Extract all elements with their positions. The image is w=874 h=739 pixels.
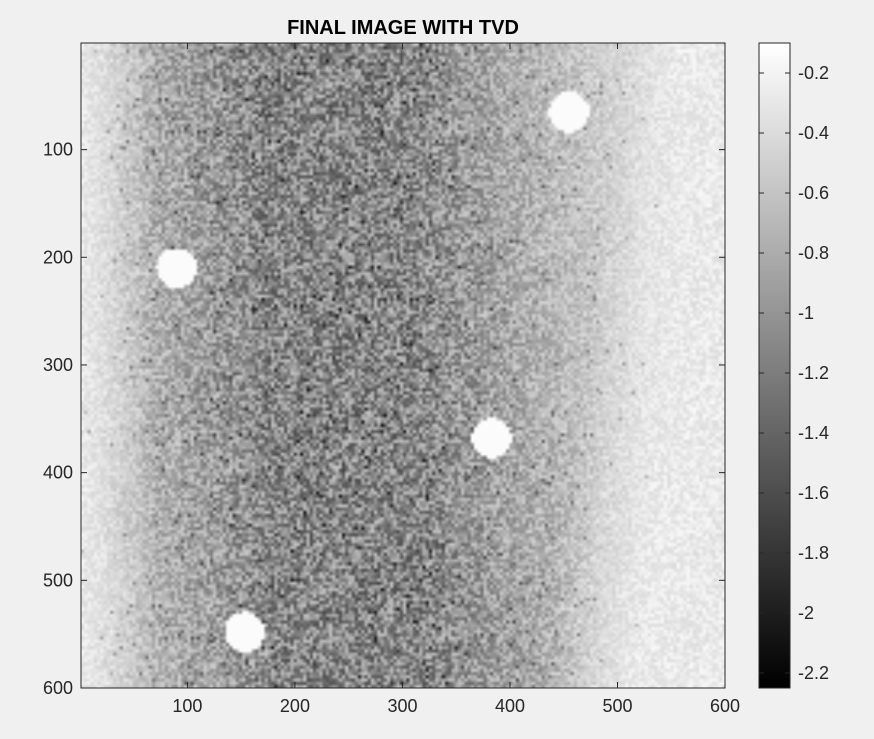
colorbar bbox=[758, 42, 791, 689]
colorbar-tick-label: -1.6 bbox=[798, 483, 829, 503]
colorbar-tick-label: -1 bbox=[798, 303, 814, 323]
tvd-image-raster bbox=[81, 43, 725, 688]
x-tick-label: 100 bbox=[172, 696, 202, 716]
colorbar-tick-label: -1.8 bbox=[798, 543, 829, 563]
tvd-image bbox=[81, 43, 725, 688]
plot-frame bbox=[80, 42, 726, 689]
colorbar-tick-label: -1.4 bbox=[798, 423, 829, 443]
x-tick-label: 300 bbox=[387, 696, 417, 716]
colorbar-tick-label: -2.2 bbox=[798, 663, 829, 683]
colorbar-tick-label: -2 bbox=[798, 603, 814, 623]
x-axis: 100 200 300 400 500 600 bbox=[172, 43, 740, 716]
y-tick-label: 100 bbox=[43, 140, 73, 160]
y-tick-label: 200 bbox=[43, 247, 73, 267]
y-tick-label: 400 bbox=[43, 463, 73, 483]
x-tick-label: 400 bbox=[495, 696, 525, 716]
y-axis: 100 200 300 400 500 600 bbox=[43, 140, 725, 698]
y-tick-label: 600 bbox=[43, 678, 73, 698]
colorbar-tick-label: -0.8 bbox=[798, 243, 829, 263]
x-tick-label: 600 bbox=[710, 696, 740, 716]
colorbar-tick-label: -0.4 bbox=[798, 123, 829, 143]
y-tick-label: 500 bbox=[43, 570, 73, 590]
colorbar-tick-label: -0.6 bbox=[798, 183, 829, 203]
chart-title: FINAL IMAGE WITH TVD bbox=[287, 17, 519, 39]
colorbar-tick-label: -1.2 bbox=[798, 363, 829, 383]
colorbar-axis: -0.2 -0.4 -0.6 -0.8 -1 -1.2 -1.4 -1.6 -1.8 -2 -2.2 bbox=[759, 63, 829, 683]
colorbar-tick-label: -0.2 bbox=[798, 63, 829, 83]
x-tick-label: 200 bbox=[280, 696, 310, 716]
y-tick-label: 300 bbox=[43, 355, 73, 375]
x-tick-label: 500 bbox=[602, 696, 632, 716]
